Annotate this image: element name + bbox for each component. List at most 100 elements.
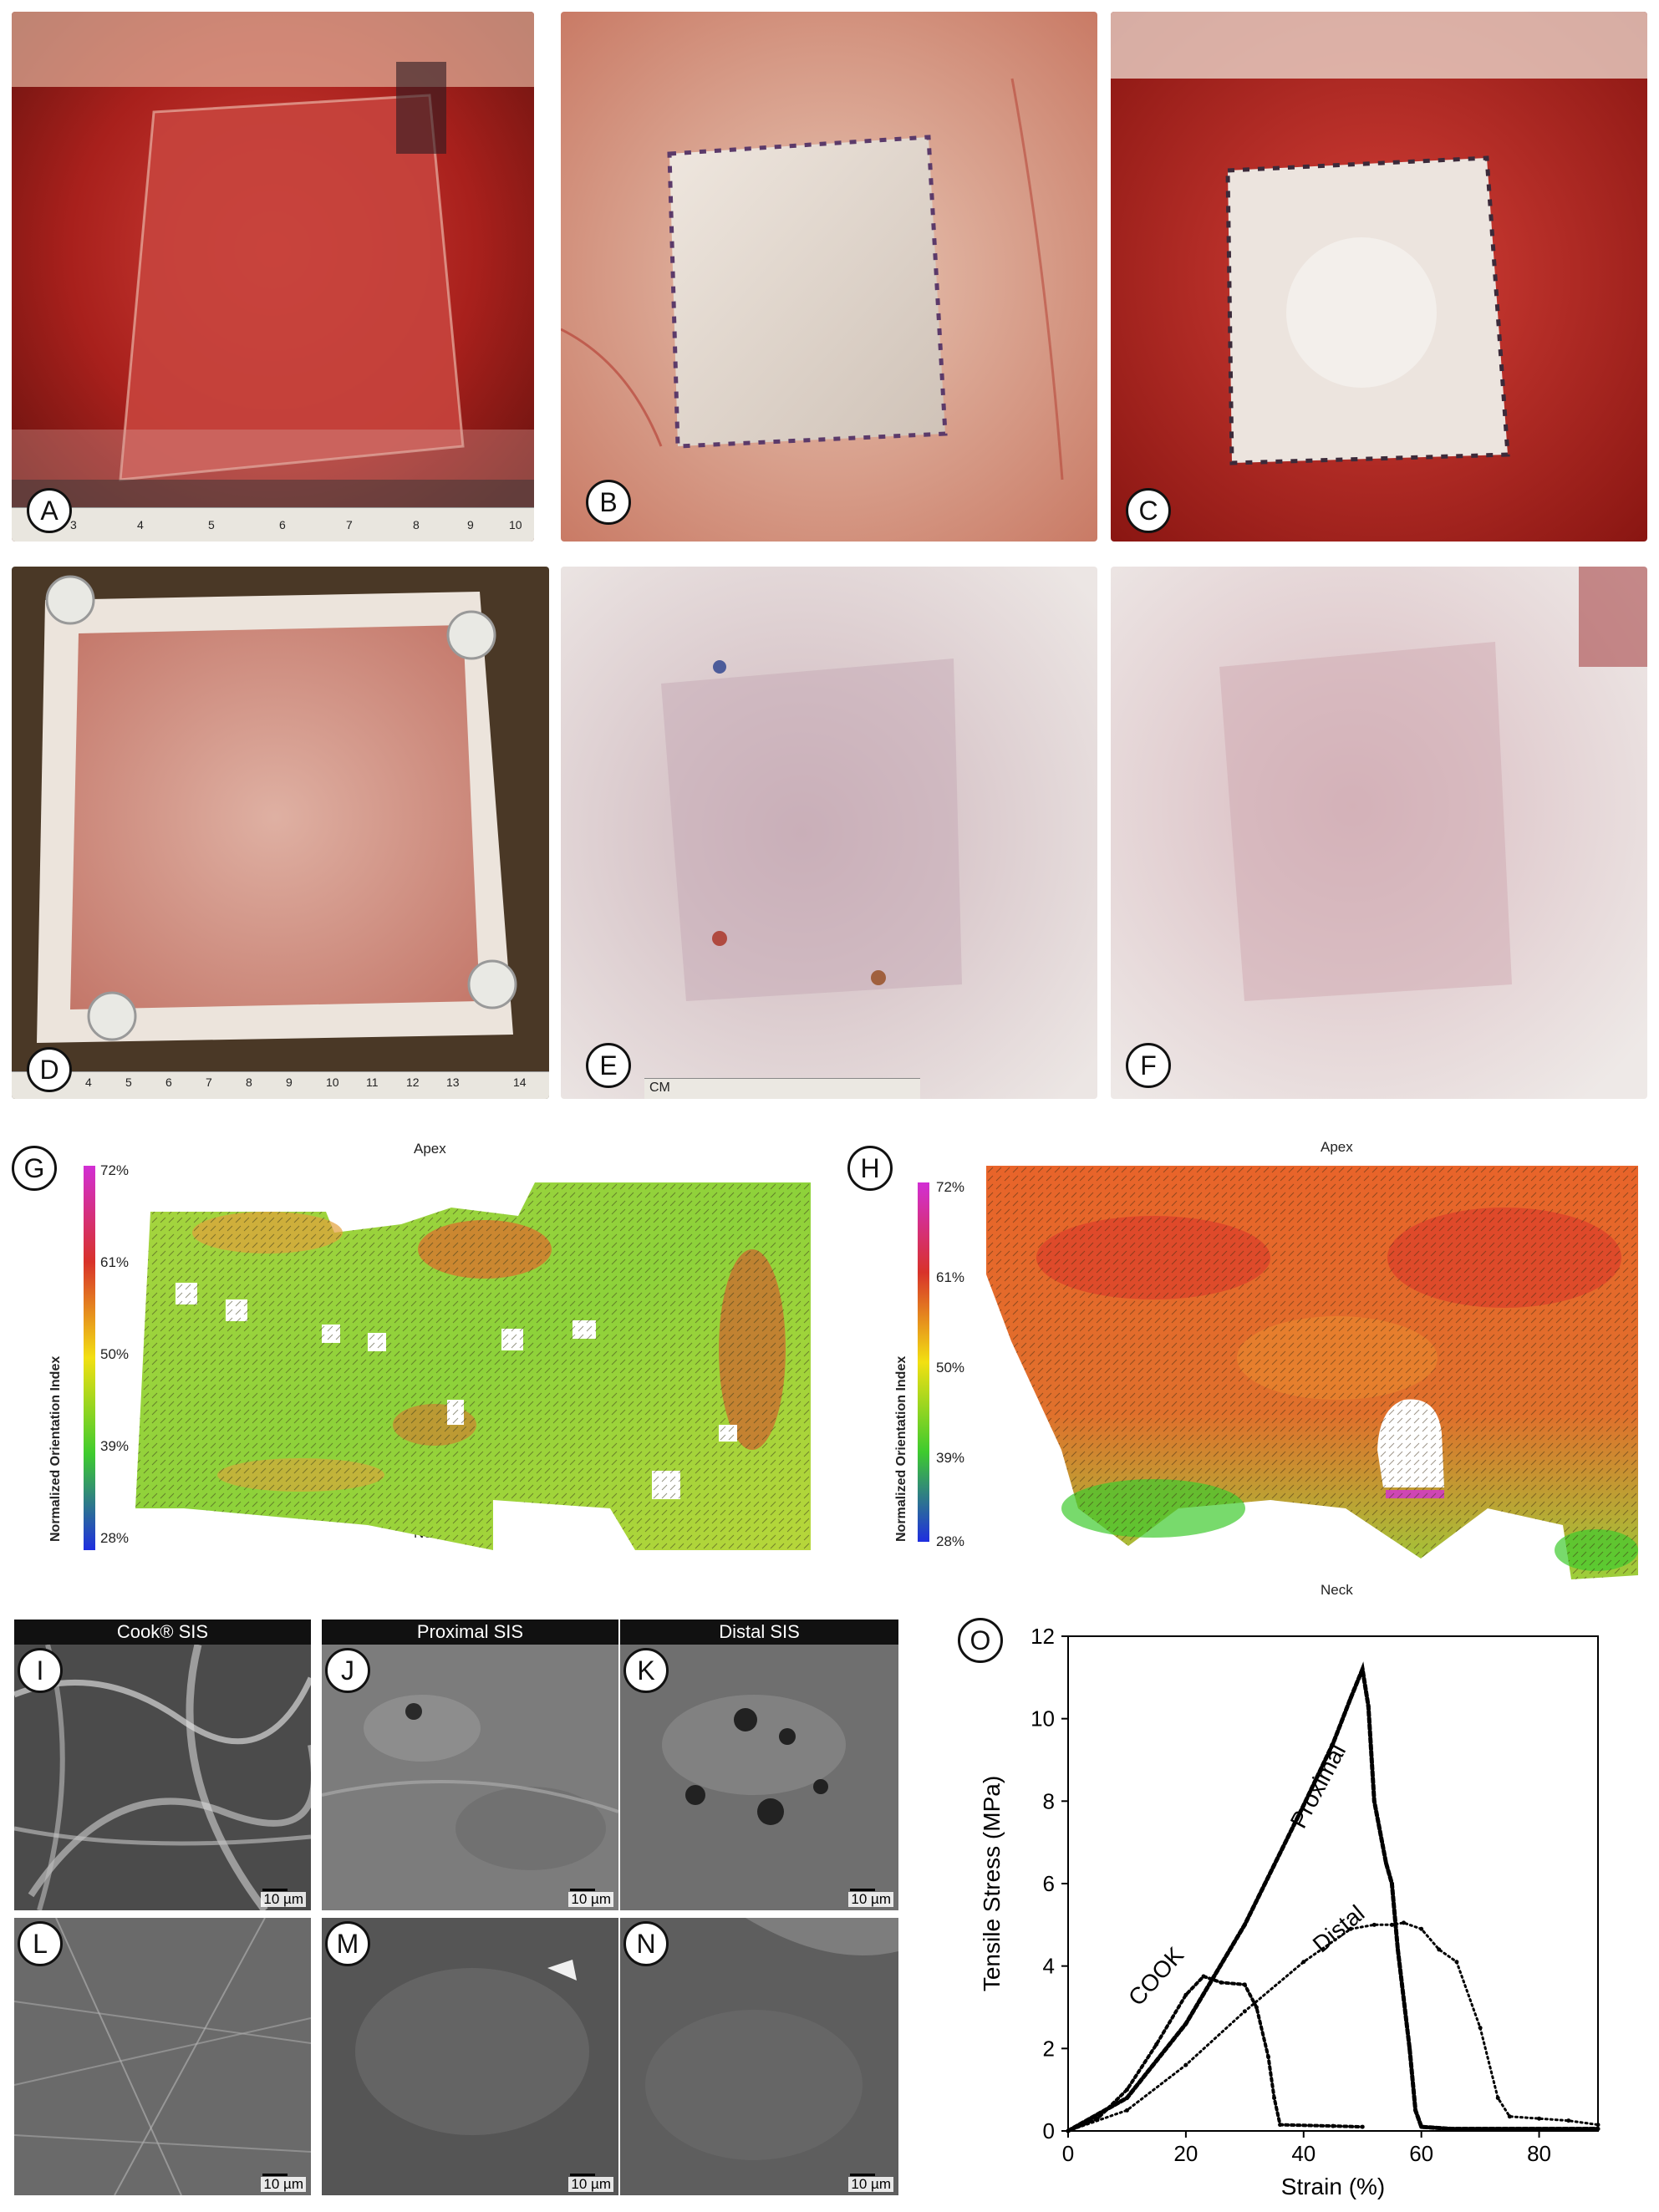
data-point-distal — [1183, 2062, 1188, 2067]
ruler-number: 4 — [137, 518, 144, 531]
sem-image-i — [14, 1645, 311, 1910]
data-point-cook — [1183, 1992, 1188, 1997]
colorbar-tick: 50% — [100, 1346, 130, 1362]
ruler-number: 7 — [346, 518, 353, 531]
ruler-number: 8 — [246, 1075, 252, 1089]
sem-image-k — [620, 1645, 898, 1910]
sem-header-distal: Distal SIS — [620, 1620, 898, 1645]
sem-image-l — [14, 1918, 311, 2195]
x-tick-label: 20 — [1173, 2141, 1198, 2166]
data-point-proximal — [1301, 1803, 1306, 1808]
ruler-number: 13 — [446, 1075, 460, 1089]
data-point-distal — [1537, 2116, 1542, 2121]
scale-bar: 10 µm — [848, 1889, 893, 1907]
panel-label-k: K — [623, 1648, 669, 1693]
ruler-number: 12 — [406, 1075, 420, 1089]
orientation-map-h — [986, 1166, 1638, 1579]
tensile-stress-chart: 0 20 40 60 80 0 2 4 6 8 10 12 Strain (%) Tensile Stre… — [979, 1624, 1600, 2199]
explant-photo-d — [12, 567, 549, 1099]
data-point-distal — [1478, 2026, 1483, 2031]
panel-label-g: G — [12, 1146, 57, 1191]
panel-label-c: C — [1126, 488, 1171, 533]
sem-image-n — [620, 1918, 898, 2195]
colorbar-tick: 61% — [936, 1269, 965, 1285]
surgical-photo-c — [1111, 12, 1647, 542]
colorbar-h — [918, 1182, 929, 1542]
data-point-cook — [1242, 1982, 1247, 1987]
photo-panel-d: 3 4 5 6 7 8 9 10 11 12 13 14 D — [12, 567, 549, 1099]
series-line-distal — [1066, 1921, 1600, 2133]
panel-label-j: J — [325, 1648, 370, 1693]
sem-header-proximal: Proximal SIS — [322, 1620, 618, 1645]
data-point-proximal — [1395, 1947, 1400, 1952]
colorbar-title: Normalized Orientation Index — [48, 1355, 63, 1542]
data-point-distal — [1402, 1920, 1407, 1925]
data-point-cook — [1154, 2042, 1159, 2047]
sem-image-m — [322, 1918, 618, 2195]
ruler-number: 6 — [165, 1075, 172, 1089]
data-point-proximal — [1371, 1798, 1377, 1803]
explant-photo-e — [561, 567, 1097, 1099]
panel-label-d: D — [27, 1047, 72, 1092]
sem-panel-l: L 10 µm — [14, 1918, 311, 2195]
y-tick-label: 2 — [1043, 2036, 1055, 2061]
colorbar-tick: 72% — [100, 1162, 130, 1178]
colorbar-tick: 50% — [936, 1360, 965, 1376]
data-point-proximal — [1331, 1741, 1336, 1746]
series-line-cook — [1066, 1974, 1365, 2133]
sem-image-j — [322, 1645, 618, 1910]
apex-label: Apex — [1321, 1139, 1353, 1155]
colorbar-tick: 61% — [100, 1254, 130, 1270]
y-axis-label: Tensile Stress (MPa) — [979, 1776, 1005, 1991]
photo-panel-b: B — [561, 12, 1097, 542]
ruler-number: 5 — [125, 1075, 132, 1089]
colorbar-tick: 28% — [100, 1530, 130, 1546]
data-point-proximal — [1419, 2124, 1424, 2129]
ruler-number: 5 — [208, 518, 215, 531]
x-tick-label: 0 — [1062, 2141, 1074, 2166]
panel-label-h: H — [847, 1146, 893, 1191]
data-point-proximal — [1537, 2127, 1542, 2132]
apex-label: Apex — [414, 1141, 446, 1157]
data-point-distal — [1124, 2108, 1129, 2113]
data-point-proximal — [1124, 2096, 1129, 2101]
y-tick-label: 6 — [1043, 1871, 1055, 1896]
y-tick-label: 4 — [1043, 1954, 1055, 1979]
panel-label-m: M — [325, 1921, 370, 1966]
y-tick-label: 12 — [1031, 1624, 1055, 1649]
scale-bar: 10 µm — [261, 2174, 306, 2192]
ruler-number: 14 — [513, 1075, 527, 1089]
data-point-cook — [1201, 1974, 1206, 1979]
ruler-number: 11 — [366, 1075, 379, 1089]
ruler-number: 7 — [206, 1075, 212, 1089]
photo-panel-c: C — [1111, 12, 1647, 542]
y-tick-label: 8 — [1043, 1788, 1055, 1813]
data-point-distal — [1419, 1926, 1424, 1931]
x-tick-label: 80 — [1527, 2141, 1551, 2166]
ruler-number: 10 — [509, 518, 522, 531]
data-point-distal — [1437, 1947, 1442, 1952]
data-point-cook — [1360, 2124, 1365, 2129]
colorbar-tick: 39% — [936, 1450, 965, 1466]
data-point-cook — [1278, 2123, 1283, 2128]
scale-bar: 10 µm — [261, 1889, 306, 1907]
data-point-proximal — [1448, 2127, 1453, 2132]
data-point-distal — [1066, 2128, 1071, 2133]
data-point-proximal — [1360, 1666, 1365, 1671]
scale-bar: 10 µm — [568, 1889, 613, 1907]
data-point-proximal — [1183, 2021, 1188, 2026]
colorbar-tick: 39% — [100, 1438, 130, 1454]
data-point-cook — [1331, 2123, 1336, 2128]
ruler-number: 9 — [286, 1075, 293, 1089]
panel-label-f: F — [1126, 1043, 1171, 1088]
annotation-proximal: Proximal — [1285, 1740, 1351, 1833]
data-point-distal — [1389, 1922, 1394, 1927]
ruler-cm-label: CM — [649, 1081, 670, 1095]
panel-label-n: N — [623, 1921, 669, 1966]
data-point-proximal — [1348, 1696, 1353, 1701]
y-tick-label: 10 — [1031, 1706, 1055, 1731]
ruler-a: 3 4 5 6 7 8 9 10 — [12, 507, 534, 542]
photo-panel-f: F — [1111, 567, 1647, 1099]
data-point-distal — [1242, 2009, 1247, 2014]
scale-bar: 10 µm — [848, 2174, 893, 2192]
